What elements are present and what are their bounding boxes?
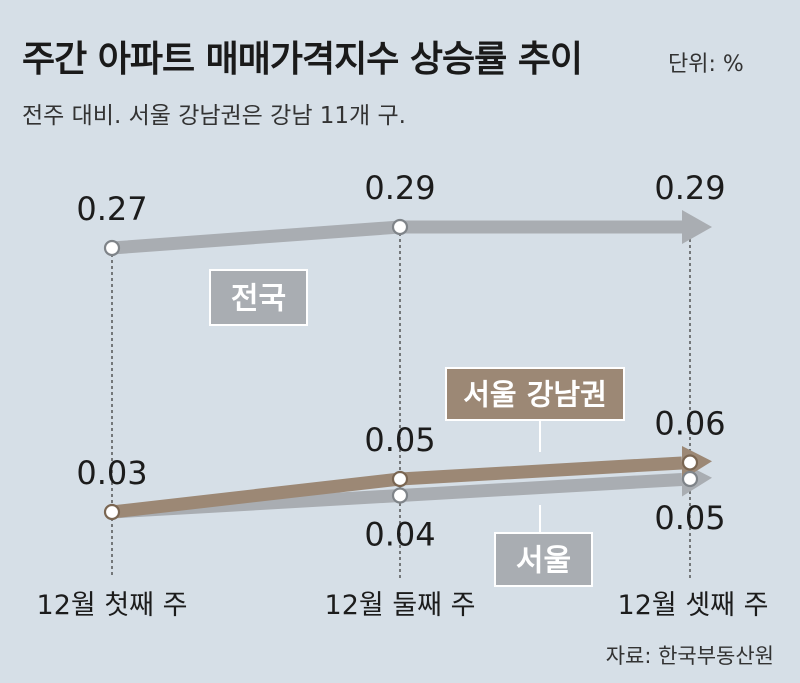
x-tick-label: 12월 둘째 주	[325, 590, 476, 621]
value-label: 0.06	[654, 405, 725, 443]
value-label: 0.03	[76, 454, 147, 492]
value-label: 0.27	[76, 190, 147, 228]
chart-title: 주간 아파트 매매가격지수 상승률 추이	[22, 39, 583, 80]
legend-tag-box	[445, 367, 625, 421]
legend-tag-box	[494, 532, 593, 587]
series-name-label: 서울 강남권	[463, 377, 607, 411]
x-tick-label: 12월 첫째 주	[37, 590, 188, 621]
value-label: 0.29	[654, 169, 725, 207]
value-label: 0.29	[364, 169, 435, 207]
data-point	[103, 239, 121, 257]
value-label: 0.04	[364, 516, 435, 554]
x-tick-label: 12월 셋째 주	[618, 590, 769, 621]
series-name-label: 전국	[231, 281, 286, 316]
chart-subtitle: 전주 대비. 서울 강남권은 강남 11개 구.	[22, 103, 406, 129]
data-point	[391, 218, 409, 236]
unit-label: 단위: %	[668, 52, 744, 77]
data-point	[681, 470, 699, 488]
value-label: 0.05	[364, 421, 435, 459]
data-point	[103, 503, 121, 521]
data-point	[391, 470, 409, 488]
source-note: 자료: 한국부동산원	[605, 644, 774, 668]
series-name-label: 서울	[516, 543, 571, 578]
legend-tag-box	[209, 269, 308, 326]
data-point	[391, 487, 409, 504]
data-point	[681, 454, 699, 471]
arrow-head-icon	[682, 210, 712, 244]
value-label: 0.05	[654, 499, 725, 537]
